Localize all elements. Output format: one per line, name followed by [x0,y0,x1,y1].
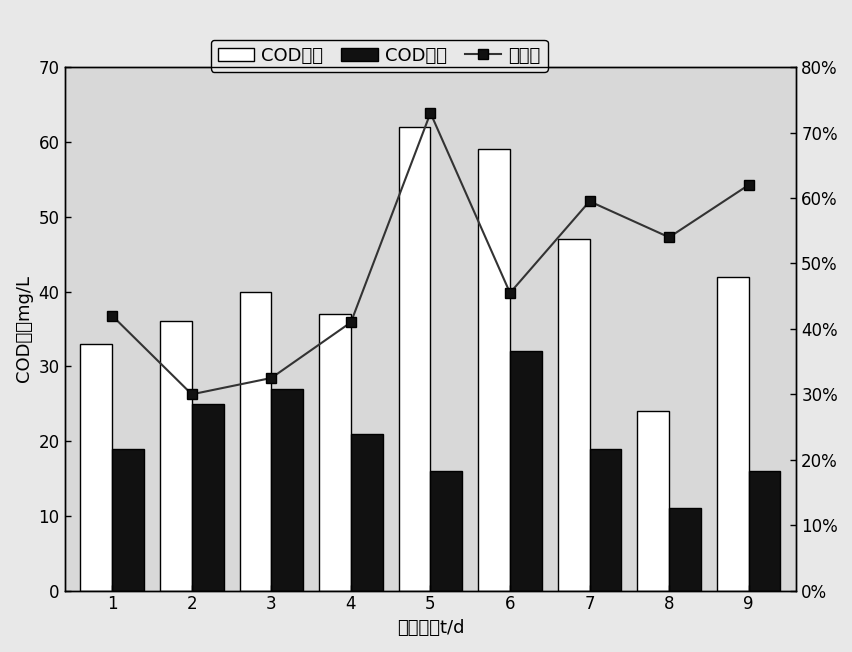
Bar [589,449,620,591]
Bar [239,291,271,591]
Bar [716,276,748,591]
Bar [112,449,144,591]
Bar [557,239,589,591]
Bar [748,471,780,591]
Bar [430,471,462,591]
Bar [319,314,350,591]
Bar [478,149,509,591]
Legend: COD进水, COD出水, 去除率: COD进水, COD出水, 去除率 [210,40,547,72]
Bar [192,404,223,591]
Bar [668,509,700,591]
Bar [398,127,430,591]
X-axis label: 运行天数t/d: 运行天数t/d [396,619,463,637]
Bar [271,389,302,591]
Y-axis label: COD浓度mg/L: COD浓度mg/L [15,275,33,382]
Bar [636,411,668,591]
Bar [80,344,112,591]
Bar [160,321,192,591]
Bar [350,434,383,591]
Bar [509,351,541,591]
